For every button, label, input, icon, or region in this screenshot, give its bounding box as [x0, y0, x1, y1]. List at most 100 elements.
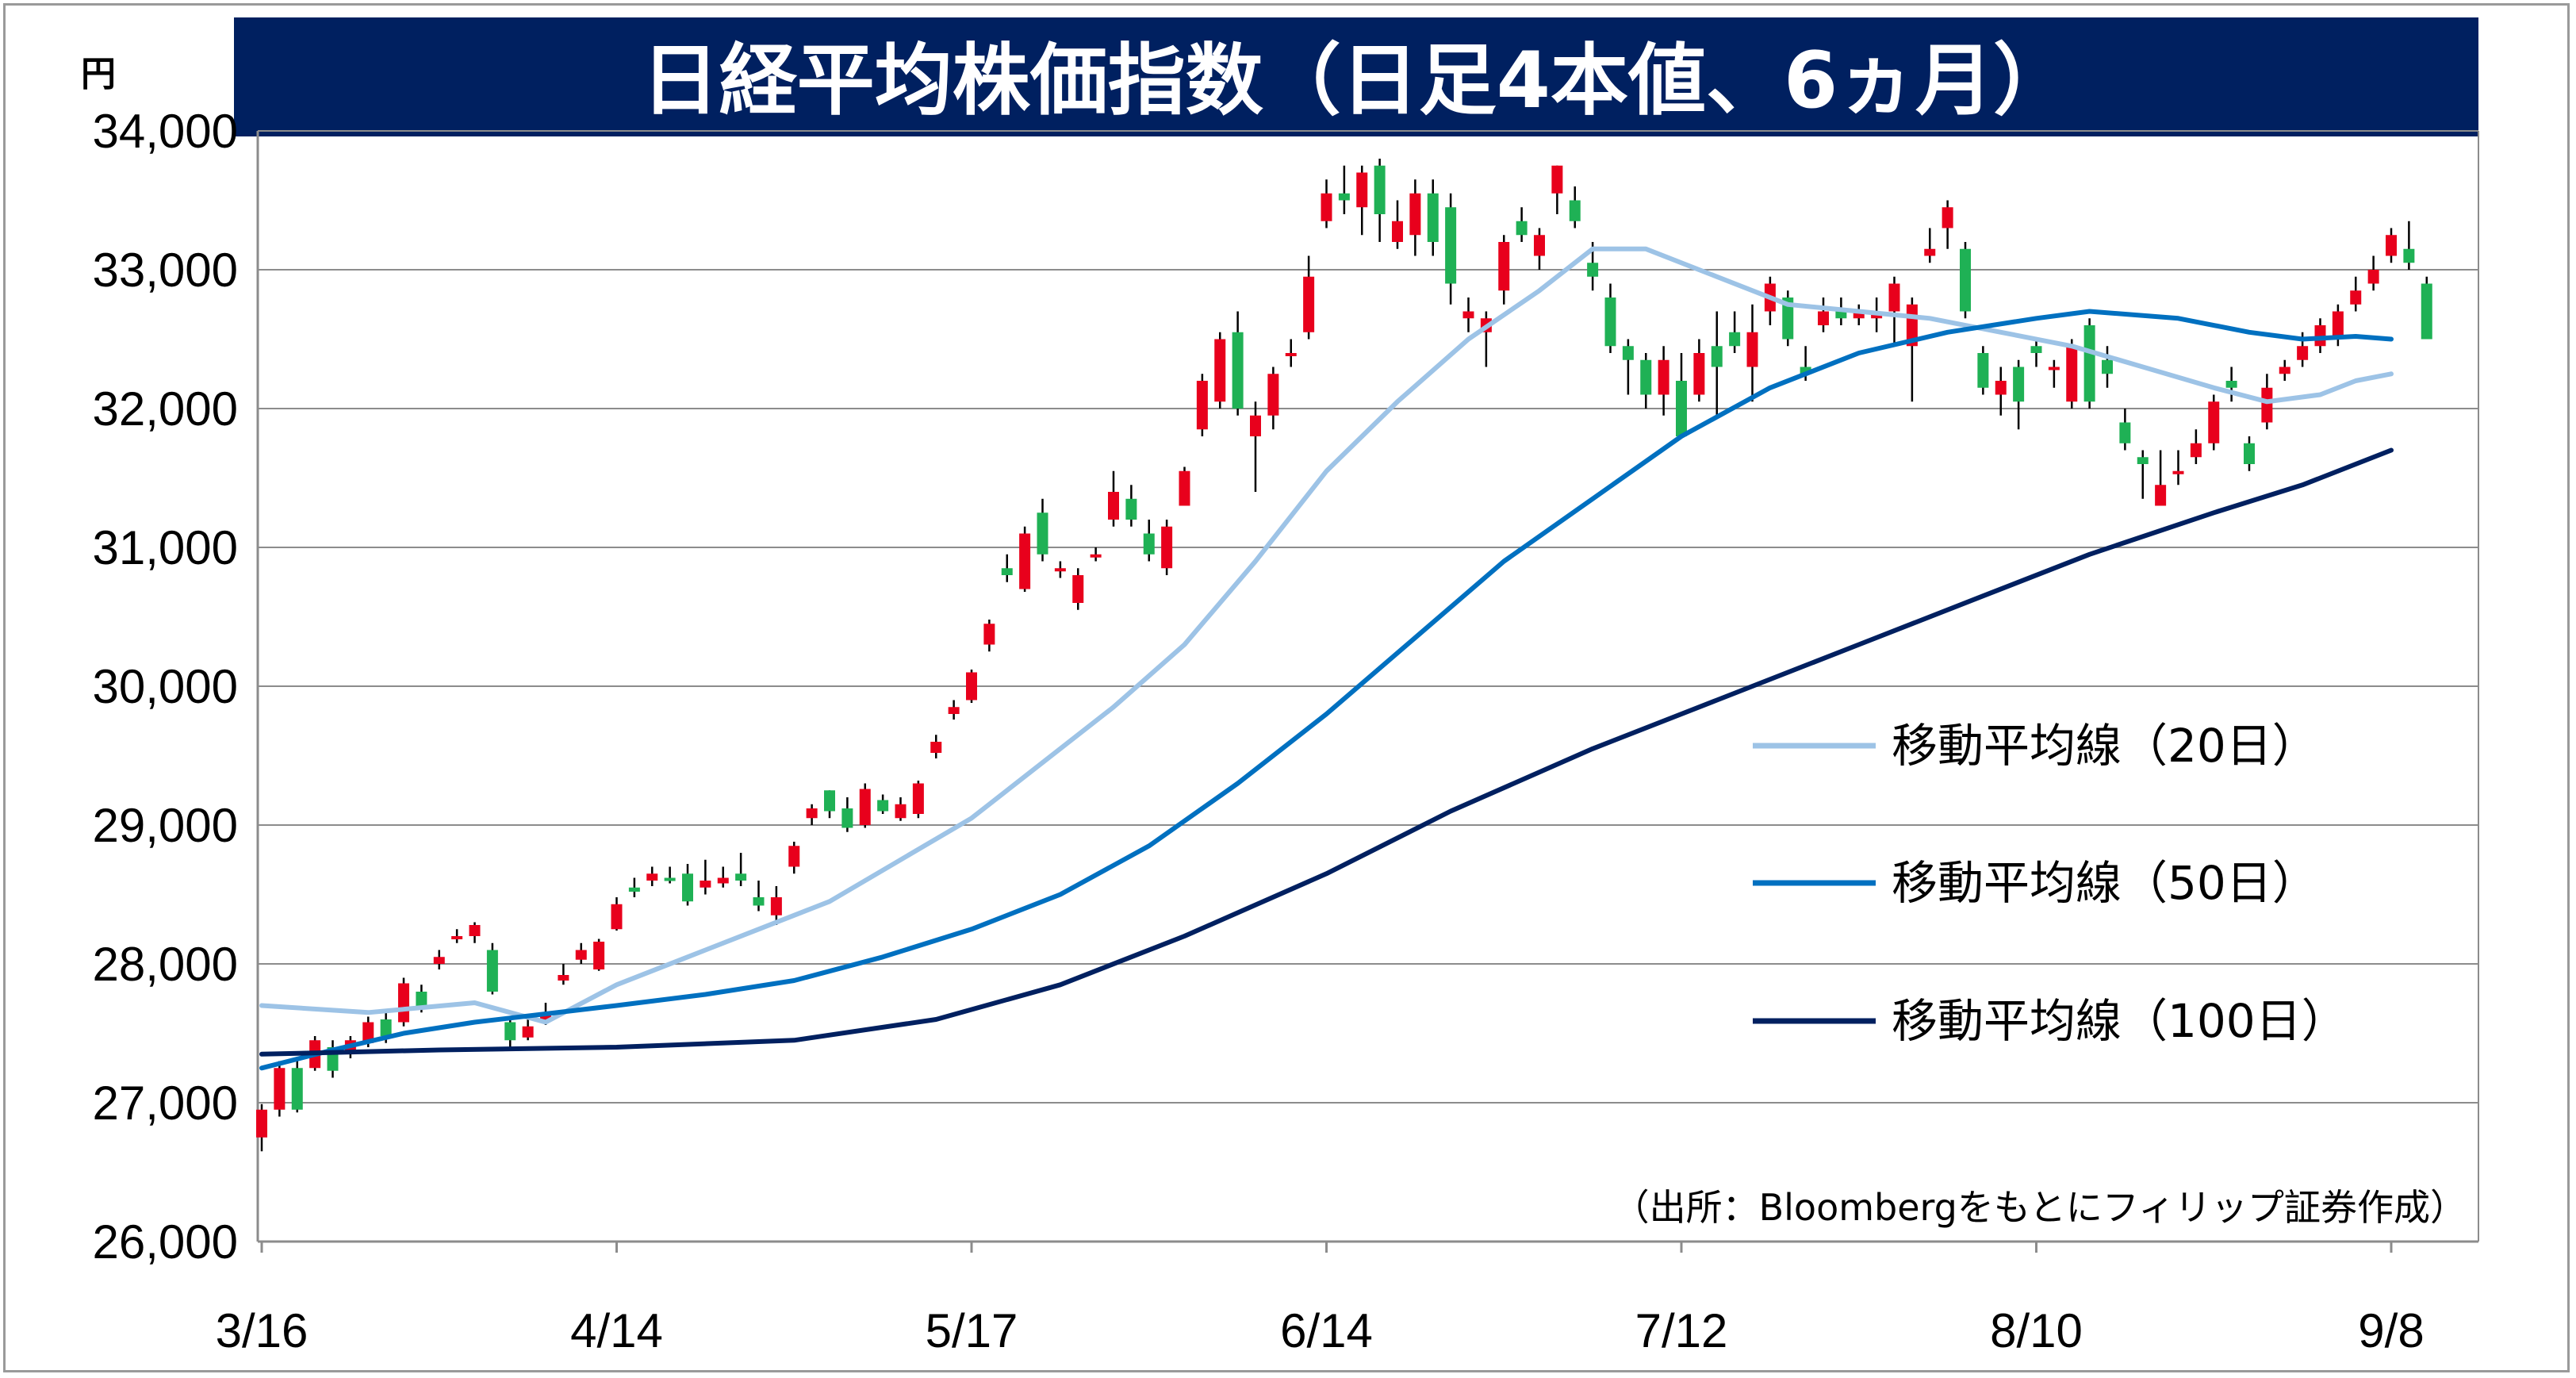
candle-up [1285, 339, 1297, 367]
candle-body [2314, 325, 2326, 347]
candle-up [717, 866, 729, 888]
candle-down [664, 866, 676, 884]
candle-down [1445, 193, 1457, 305]
candle-up [256, 1104, 267, 1152]
candle-down [2102, 346, 2113, 388]
candle-body [593, 942, 605, 969]
candle-body [2155, 485, 2167, 506]
candle-up [1480, 311, 1492, 367]
candle-body [1125, 498, 1137, 520]
candle-up [2350, 276, 2362, 312]
candle-body [1587, 263, 1599, 277]
candle-down [1640, 353, 1652, 409]
candle-up [1072, 568, 1084, 610]
candle-body [1143, 533, 1155, 555]
candle-up [433, 950, 445, 969]
candle-up [1196, 374, 1208, 436]
candle-down [2030, 339, 2042, 367]
candle-body [1108, 492, 1119, 520]
candle-body [1604, 297, 1616, 347]
candle-body [1338, 193, 1350, 201]
candle-up [788, 842, 800, 874]
candle-body [1551, 165, 1563, 194]
moving-average-lines [259, 246, 2394, 1071]
candle-down [2225, 367, 2237, 402]
candle-down [2137, 450, 2149, 499]
candle-body [2261, 387, 2273, 423]
candle-body [1179, 470, 1190, 506]
candle-up [983, 620, 995, 652]
candle-up [1551, 165, 1563, 214]
candle-body [841, 808, 853, 828]
candle-body [2066, 346, 2078, 402]
candle-body [1676, 381, 1687, 436]
candle-body [1232, 332, 1244, 409]
candle-body [522, 1026, 534, 1038]
candle-down [1338, 165, 1350, 214]
chart-title: 日経平均株価指数（日足4本値、6ヵ月） [642, 36, 2071, 126]
candle-body [948, 707, 960, 714]
candle-body [2386, 235, 2397, 256]
candle-body [1782, 297, 1794, 340]
candle-up [1090, 547, 1102, 562]
candle-body [398, 983, 409, 1023]
candle-up [1746, 304, 1758, 402]
candle-down [1711, 311, 1723, 416]
candle-up [646, 866, 658, 886]
candle-up [1250, 401, 1261, 492]
candle-up [2314, 318, 2326, 353]
candle-body [1977, 353, 1989, 388]
candle-body [2172, 470, 2184, 474]
candle-body [2048, 367, 2060, 370]
candle-body [2137, 457, 2149, 464]
candle-body [1462, 311, 1474, 319]
candle-up [966, 670, 977, 703]
candle-up [1409, 179, 1421, 256]
candle-up [1019, 526, 1031, 592]
candle-body [1729, 332, 1741, 347]
candle-up [575, 942, 587, 964]
x-tick-label: 3/16 [216, 1304, 309, 1357]
candle-up [2367, 255, 2379, 291]
candle-up [1658, 346, 1669, 416]
candle-down [1037, 498, 1048, 562]
candle-down [735, 853, 747, 886]
candle-up [1942, 200, 1953, 249]
y-axis-ticks: 26,000 27,000 28,000 29,000 30,000 31,000 32,0… [92, 105, 238, 1269]
gridlines [258, 130, 2478, 1104]
legend-label: 移動平均線（100日） [1892, 994, 2348, 1048]
legend: 移動平均線（20日） 移動平均線（50日） 移動平均線（100日） [1741, 708, 2471, 1055]
candle-body [930, 742, 942, 753]
candle-body [2102, 359, 2113, 374]
candle-down [1960, 242, 1971, 319]
candle-down [504, 1016, 516, 1050]
candle-down [2403, 221, 2415, 270]
candle-body [256, 1109, 267, 1138]
candle-body [469, 925, 481, 936]
candle-body [1356, 172, 1368, 208]
candle-up [859, 783, 871, 828]
candle-up [1303, 255, 1315, 340]
candle-body [1960, 248, 1971, 312]
candle-down [486, 942, 498, 995]
candle-body [912, 783, 924, 814]
candle-up [1534, 228, 1545, 270]
candle-up [1392, 200, 1403, 249]
candle-down [2013, 359, 2025, 430]
candle-down [682, 864, 693, 906]
candle-up [2386, 228, 2397, 263]
candle-body [416, 992, 427, 1008]
x-tick-label: 8/10 [1990, 1304, 2083, 1357]
candle-up [770, 886, 782, 925]
candle-body [1746, 332, 1758, 367]
candle-up [1498, 235, 1510, 305]
candle-down [2421, 276, 2432, 340]
candle-up [806, 804, 818, 825]
candle-body [2083, 325, 2095, 402]
candle-body [735, 873, 747, 881]
candle-down [877, 794, 889, 814]
candle-up [522, 1019, 534, 1041]
candle-body [1267, 374, 1279, 416]
title-banner [234, 17, 2478, 136]
chart-frame [3, 3, 2570, 1372]
